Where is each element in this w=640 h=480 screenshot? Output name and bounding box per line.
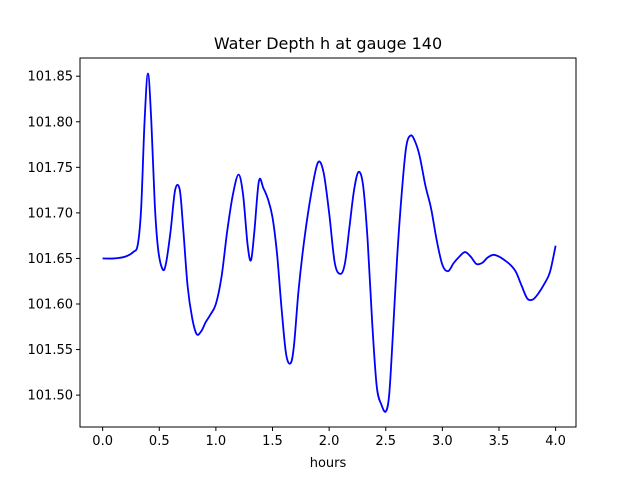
series-line <box>102 72 557 413</box>
x-tick-label: 1.5 <box>262 434 283 449</box>
x-tick-label: 0.5 <box>149 434 170 449</box>
plot-frame <box>79 57 577 428</box>
y-tick-label: 101.55 <box>28 343 74 358</box>
y-tick-label: 101.85 <box>28 70 74 85</box>
plot-area <box>79 57 577 428</box>
chart-title: Water Depth h at gauge 140 <box>214 34 442 53</box>
x-axis: 0.0 0.5 1.0 1.5 2.0 2.5 3.0 3.5 4.0 <box>92 427 566 449</box>
y-tick-label: 101.65 <box>28 252 74 267</box>
x-tick-label: 2.0 <box>319 434 340 449</box>
x-axis-label: hours <box>310 456 347 471</box>
y-tick-label: 101.75 <box>28 161 74 176</box>
x-tick-label: 4.0 <box>545 434 566 449</box>
y-tick-label: 101.70 <box>28 206 74 221</box>
x-tick-label: 3.5 <box>489 434 510 449</box>
x-tick-label: 1.0 <box>206 434 227 449</box>
y-axis: 101.50 101.55 101.60 101.65 101.70 101.75 101.… <box>28 70 80 404</box>
x-tick-label: 2.5 <box>375 434 396 449</box>
x-tick-label: 0.0 <box>92 434 113 449</box>
x-tick-label: 3.0 <box>432 434 453 449</box>
y-tick-label: 101.80 <box>28 115 74 130</box>
y-tick-label: 101.50 <box>28 389 74 404</box>
y-tick-label: 101.60 <box>28 298 74 313</box>
